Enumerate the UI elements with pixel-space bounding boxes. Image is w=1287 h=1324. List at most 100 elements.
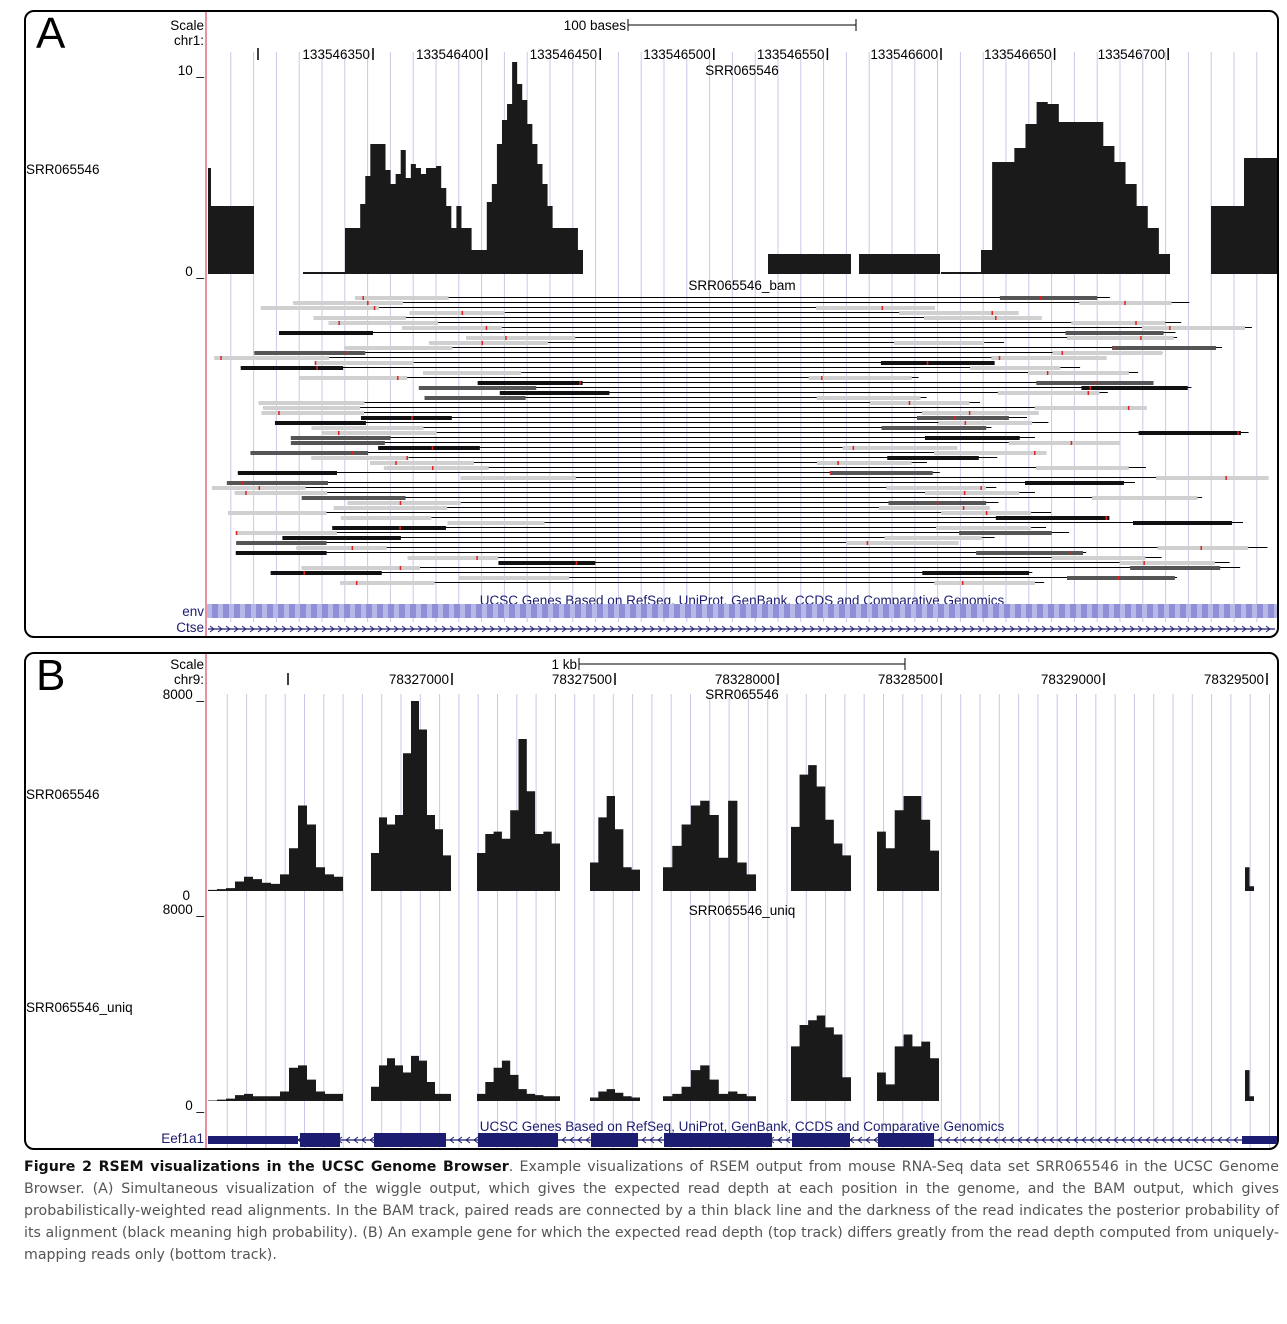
mismatch [431,446,434,450]
mismatch [1225,476,1227,480]
env-stripe [1043,604,1048,618]
strand-arrow [889,625,895,633]
env-stripe [1241,604,1246,618]
strand-arrow [353,1136,359,1144]
mismatch [1114,346,1117,350]
position-label: 78327500 [552,672,612,687]
strand-arrow [585,1136,591,1144]
strand-arrow [337,625,343,633]
read [1119,561,1215,565]
strand-arrow [1177,1136,1183,1144]
strand-arrow [849,625,855,633]
track-label: Eef1a1 [161,1131,204,1146]
read [924,436,1020,440]
env-stripe [746,604,751,618]
genome-browser-view-a: Scale chr1: 100 bases 133546350 133546400… [26,12,1277,636]
strand-arrow [273,625,279,633]
strand-arrow [673,625,679,633]
exon [878,1133,934,1147]
read [409,311,505,315]
mismatch [476,556,478,560]
mismatch [821,376,823,380]
read [924,491,1020,495]
chrom-label: chr1: [174,33,204,48]
strand-arrow [1105,1136,1111,1144]
strand-arrow [225,625,231,633]
exon [300,1133,340,1147]
env-stripe [966,604,971,618]
strand-arrow [801,625,807,633]
strand-arrow [1057,1136,1063,1144]
strand-arrow [617,625,623,633]
coverage-bar [1245,1070,1254,1101]
mismatch [399,566,402,570]
read [881,426,987,430]
env-stripe [526,604,531,618]
strand-arrow [249,625,255,633]
read [466,336,576,340]
env-stripe [1274,604,1277,618]
mismatch [395,461,397,465]
strand-arrow [465,625,471,633]
mismatch [1169,326,1171,330]
mismatch [258,486,261,490]
mismatch [995,316,997,320]
strand-arrow [601,625,607,633]
mismatch [1087,391,1090,395]
read [1035,466,1129,470]
read [1130,566,1221,570]
strand-arrow [1169,1136,1175,1144]
env-stripe [680,604,685,618]
env-stripe [911,604,916,618]
y-min-label: 0 _ [185,264,204,279]
strand-arrow [217,625,223,633]
read [991,356,1107,360]
env-stripe [482,604,487,618]
strand-arrow [561,1136,567,1144]
strand-arrow [1145,1136,1151,1144]
strand-arrow [569,625,575,633]
strand-arrow [697,625,703,633]
mismatch [1200,546,1202,550]
track-title: SRR065546 [705,63,779,78]
strand-arrow [585,625,591,633]
strand-arrow [769,625,775,633]
coverage-bar [1245,867,1254,891]
env-stripe [570,604,575,618]
strand-arrow [1153,625,1159,633]
position-label: 133546500 [643,47,711,62]
strand-arrow [505,625,511,633]
strand-arrow [369,1136,375,1144]
coverage-bar [214,206,254,274]
read [254,351,366,355]
read [355,296,449,300]
strand-arrow [353,625,359,633]
strand-arrow [777,625,783,633]
strand-arrow [393,625,399,633]
strand-arrow [865,625,871,633]
env-stripe [691,604,696,618]
mismatch [235,531,238,535]
mismatch [866,541,869,545]
read [1138,431,1241,435]
mismatch [1237,431,1239,435]
mismatch [352,451,354,455]
strand-arrow [537,625,543,633]
env-stripe [625,604,630,618]
coverage-bar [877,1034,939,1101]
strand-arrow [1145,625,1151,633]
coverage-bar [208,168,214,274]
strand-arrow [625,625,631,633]
strand-arrow [1049,625,1055,633]
env-stripe [1087,604,1092,618]
env-stripe [603,604,608,618]
env-stripe [977,604,982,618]
strand-arrow [1025,1136,1031,1144]
strand-arrow [1033,625,1039,633]
read [1051,556,1146,560]
strand-arrow [961,625,967,633]
env-stripe [416,604,421,618]
read [340,581,435,585]
read [959,531,1052,535]
env-stripe [372,604,377,618]
